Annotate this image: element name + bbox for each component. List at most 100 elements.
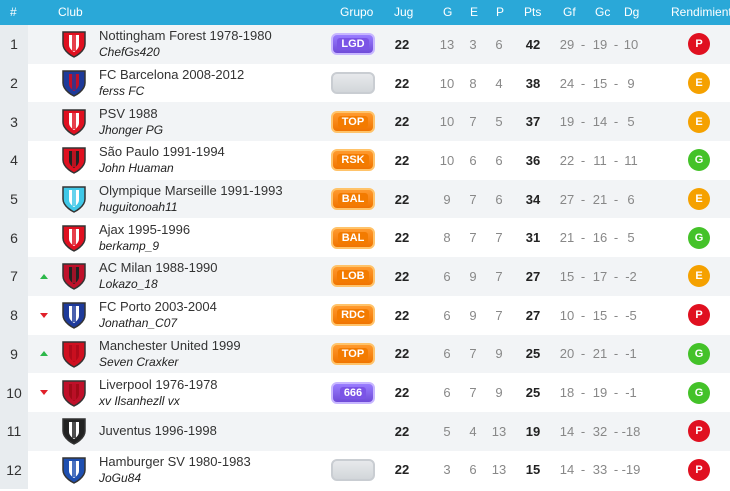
group-badge[interactable]: TOP: [331, 110, 375, 133]
stat-e: 7: [469, 114, 477, 130]
club-name[interactable]: Ajax 1995-1996: [99, 221, 191, 237]
club-cell[interactable]: Hamburger SV 1980-1983 JoGu84: [99, 454, 251, 486]
club-cell[interactable]: AC Milan 1988-1990 Lokazo_18: [99, 260, 218, 292]
header-gc[interactable]: Gc: [595, 5, 611, 19]
stat-pts: 37: [525, 114, 541, 130]
stat-e: 7: [469, 385, 477, 401]
stat-e: 3: [469, 36, 477, 52]
header-gf[interactable]: Gf: [563, 5, 576, 19]
club-cell[interactable]: Juventus 1996-1998: [99, 423, 217, 439]
club-manager[interactable]: JoGu84: [99, 470, 142, 485]
club-cell[interactable]: PSV 1988 Jhonger PG: [99, 106, 163, 138]
header-drawn[interactable]: E: [470, 5, 479, 19]
group-badge[interactable]: RDC: [331, 304, 375, 327]
club-manager[interactable]: huguitonoah11: [99, 200, 178, 215]
table-row[interactable]: 11 Juventus 1996-1998 22 5 4 13 19 14-32- -18 P: [0, 411, 730, 451]
stat-g: 13: [439, 36, 455, 52]
header-lost[interactable]: P: [496, 5, 505, 19]
stat-gf: 18: [559, 385, 575, 401]
table-row[interactable]: 5 Olympique Marseille 1991-1993 huguiton…: [0, 179, 730, 219]
club-crest-icon: [58, 27, 90, 61]
club-name[interactable]: PSV 1988: [99, 105, 158, 121]
header-dg[interactable]: Dg: [624, 5, 640, 19]
table-row[interactable]: 2 FC Barcelona 2008-2012 ferss FC 22 10 8 4…: [0, 63, 730, 103]
row-position: 3: [0, 102, 28, 142]
header-group[interactable]: Grupo: [340, 5, 374, 19]
table-row[interactable]: 8 FC Porto 2003-2004 Jonathan_C07 RDC 22…: [0, 295, 730, 335]
club-cell[interactable]: Nottingham Forest 1978-1980 ChefGs420: [99, 28, 272, 60]
stat-g: 3: [443, 462, 451, 478]
row-position: 6: [0, 218, 28, 258]
club-manager[interactable]: John Huaman: [99, 161, 174, 176]
club-cell[interactable]: Liverpool 1976-1978 xv Ilsanhezll vx: [99, 377, 218, 409]
stat-dg: -5: [625, 307, 637, 323]
club-manager[interactable]: Seven Craxker: [99, 354, 179, 369]
table-row[interactable]: 10 Liverpool 1976-1978 xv Ilsanhezll vx …: [0, 373, 730, 412]
club-name[interactable]: Nottingham Forest 1978-1980: [99, 28, 272, 44]
table-row[interactable]: 7 AC Milan 1988-1990 Lokazo_18 LOB 22 6 9 7…: [0, 257, 730, 296]
club-manager[interactable]: xv Ilsanhezll vx: [99, 393, 180, 408]
table-row[interactable]: 12 Hamburger SV 1980-1983 JoGu84 22 3 6 13 1…: [0, 450, 730, 490]
group-badge[interactable]: [331, 458, 375, 481]
club-name[interactable]: São Paulo 1991-1994: [99, 144, 225, 160]
club-name[interactable]: Hamburger SV 1980-1983: [99, 453, 251, 469]
header-club[interactable]: Club: [58, 5, 83, 19]
club-manager[interactable]: berkamp_9: [99, 238, 160, 253]
group-badge[interactable]: BAL: [331, 188, 375, 211]
table-row[interactable]: 4 São Paulo 1991-1994 John Huaman RSK 22…: [0, 141, 730, 180]
club-cell[interactable]: São Paulo 1991-1994 John Huaman: [99, 144, 225, 176]
stat-gc: 33: [592, 462, 608, 478]
stat-pts: 27: [525, 307, 541, 323]
club-name[interactable]: Juventus 1996-1998: [99, 423, 217, 439]
header-rendimiento[interactable]: Rendimiento: [671, 5, 730, 19]
group-badge[interactable]: TOP: [331, 342, 375, 365]
group-badge[interactable]: [331, 72, 375, 95]
stat-dg: -18: [621, 423, 641, 439]
table-row[interactable]: 3 PSV 1988 Jhonger PG TOP 22 10 7 5 37 19-14-…: [0, 102, 730, 142]
group-badge[interactable]: 666: [331, 381, 375, 404]
club-name[interactable]: FC Barcelona 2008-2012: [99, 67, 245, 83]
stat-dg: -1: [625, 346, 637, 362]
stat-gc: 15: [592, 75, 608, 91]
group-label: LOB: [337, 270, 369, 283]
header-played[interactable]: Jug: [394, 5, 414, 19]
stat-dg: 9: [627, 75, 635, 91]
club-name[interactable]: Manchester United 1999: [99, 337, 241, 353]
club-cell[interactable]: FC Porto 2003-2004 Jonathan_C07: [99, 299, 217, 331]
group-label: RDC: [337, 309, 369, 322]
club-manager[interactable]: Jonathan_C07: [99, 316, 178, 331]
club-name[interactable]: AC Milan 1988-1990: [99, 260, 218, 276]
stat-jug: 22: [394, 385, 410, 401]
stat-pts: 19: [525, 423, 541, 439]
group-label: LGD: [337, 38, 369, 51]
table-row[interactable]: 1 Nottingham Forest 1978-1980 ChefGs420 …: [0, 25, 730, 64]
club-name[interactable]: FC Porto 2003-2004: [99, 299, 217, 315]
club-manager[interactable]: ferss FC: [99, 84, 145, 99]
stat-gf: 19: [559, 114, 575, 130]
rendimiento-badge: E: [688, 265, 710, 288]
group-badge[interactable]: LOB: [331, 265, 375, 288]
club-cell[interactable]: Ajax 1995-1996 berkamp_9: [99, 222, 190, 254]
group-badge[interactable]: LGD: [331, 33, 375, 56]
club-cell[interactable]: Manchester United 1999 Seven Craxker: [99, 338, 241, 370]
club-cell[interactable]: FC Barcelona 2008-2012 ferss FC: [99, 67, 244, 99]
club-manager[interactable]: ChefGs420: [99, 45, 160, 60]
group-badge[interactable]: BAL: [331, 226, 375, 249]
stat-e: 7: [469, 346, 477, 362]
table-row[interactable]: 9 Manchester United 1999 Seven Craxker T…: [0, 334, 730, 374]
header-points[interactable]: Pts: [524, 5, 542, 19]
club-cell[interactable]: Olympique Marseille 1991-1993 huguitonoa…: [99, 183, 283, 215]
stat-e: 7: [469, 191, 477, 207]
header-won[interactable]: G: [443, 5, 453, 19]
trend-up-icon: [40, 273, 48, 279]
club-crest-icon: [58, 337, 90, 371]
table-row[interactable]: 6 Ajax 1995-1996 berkamp_9 BAL 22 8 7 7 31 21…: [0, 218, 730, 258]
club-manager[interactable]: Jhonger PG: [99, 122, 164, 137]
stat-dg: 5: [627, 114, 635, 130]
club-name[interactable]: Liverpool 1976-1978: [99, 376, 218, 392]
stat-gc: 19: [592, 36, 608, 52]
club-manager[interactable]: Lokazo_18: [99, 277, 158, 292]
group-badge[interactable]: RSK: [331, 149, 375, 172]
club-name[interactable]: Olympique Marseille 1991-1993: [99, 183, 283, 199]
header-pos: #: [10, 5, 17, 19]
